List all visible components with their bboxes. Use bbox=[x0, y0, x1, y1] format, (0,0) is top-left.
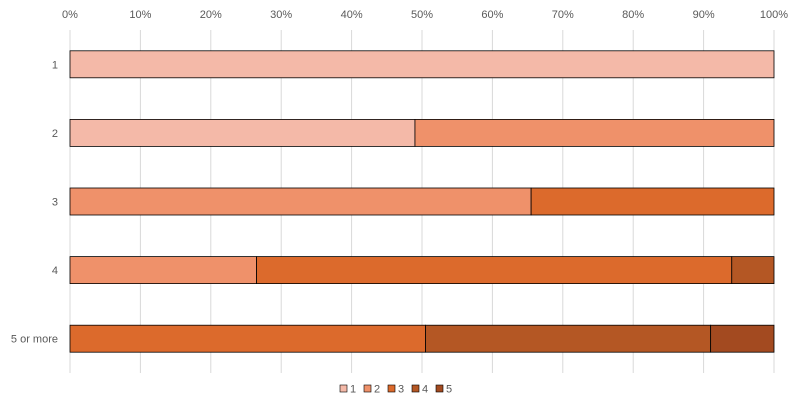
legend-swatch-3 bbox=[411, 384, 420, 393]
x-tick-label: 10% bbox=[129, 9, 151, 21]
bar-segment-cat-4-series-4 bbox=[710, 324, 775, 353]
bars bbox=[69, 50, 775, 353]
legend: 1 2 3 4 5 bbox=[339, 384, 452, 396]
x-tick-label: 0% bbox=[62, 9, 78, 21]
bar-segment-cat-1-series-1 bbox=[414, 119, 775, 147]
category-label: 3 bbox=[52, 197, 58, 209]
legend-swatch-4 bbox=[435, 384, 444, 393]
bar-segment-cat-3-series-2 bbox=[256, 256, 733, 285]
x-tick-label: 40% bbox=[341, 9, 363, 21]
legend-label-1: 2 bbox=[374, 384, 380, 396]
bar-segment-cat-4-series-3 bbox=[425, 324, 712, 353]
bar-segment-cat-1-series-0 bbox=[69, 119, 416, 147]
legend-label-3: 4 bbox=[422, 384, 428, 396]
x-tick-label: 50% bbox=[411, 9, 433, 21]
bar-segment-cat-0-series-0 bbox=[69, 50, 775, 79]
x-tick-label: 80% bbox=[622, 9, 644, 21]
x-tick-label: 30% bbox=[270, 9, 292, 21]
bar-segment-cat-4-series-2 bbox=[69, 324, 426, 353]
category-label: 1 bbox=[52, 59, 58, 71]
x-tick-label: 20% bbox=[200, 9, 222, 21]
legend-swatch-1 bbox=[363, 384, 372, 393]
legend-swatch-2 bbox=[387, 384, 396, 393]
x-tick-label: 70% bbox=[552, 9, 574, 21]
bar-segment-cat-2-series-1 bbox=[69, 187, 532, 216]
x-tick-label: 100% bbox=[760, 9, 788, 21]
legend-label-4: 5 bbox=[446, 384, 452, 396]
bar-segment-cat-3-series-1 bbox=[69, 256, 257, 285]
bar-segment-cat-2-series-2 bbox=[530, 187, 775, 216]
legend-swatch-0 bbox=[339, 384, 348, 393]
x-tick-label: 60% bbox=[481, 9, 503, 21]
category-labels: 1 2 3 4 5 or more bbox=[11, 59, 58, 345]
x-axis-ticks: 0% 10% 20% 30% 40% 50% 60% 70% 80% 90% 100% bbox=[62, 9, 788, 21]
category-label: 4 bbox=[52, 265, 58, 277]
bar-segment-cat-3-series-3 bbox=[731, 256, 775, 285]
category-label: 2 bbox=[52, 128, 58, 140]
x-tick-label: 90% bbox=[693, 9, 715, 21]
legend-label-0: 1 bbox=[350, 384, 356, 396]
category-label: 5 or more bbox=[11, 334, 58, 346]
legend-label-2: 3 bbox=[398, 384, 404, 396]
